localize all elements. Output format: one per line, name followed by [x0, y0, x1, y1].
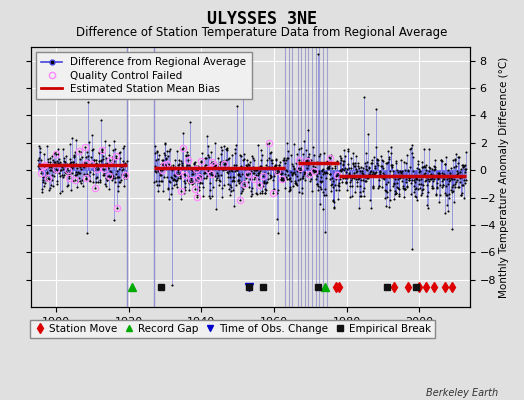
Text: Difference of Station Temperature Data from Regional Average: Difference of Station Temperature Data f…: [77, 26, 447, 39]
Text: Berkeley Earth: Berkeley Earth: [425, 388, 498, 398]
Y-axis label: Monthly Temperature Anomaly Difference (°C): Monthly Temperature Anomaly Difference (…: [499, 56, 509, 298]
Legend: Station Move, Record Gap, Time of Obs. Change, Empirical Break: Station Move, Record Gap, Time of Obs. C…: [30, 320, 435, 338]
Text: ULYSSES 3NE: ULYSSES 3NE: [207, 10, 317, 28]
